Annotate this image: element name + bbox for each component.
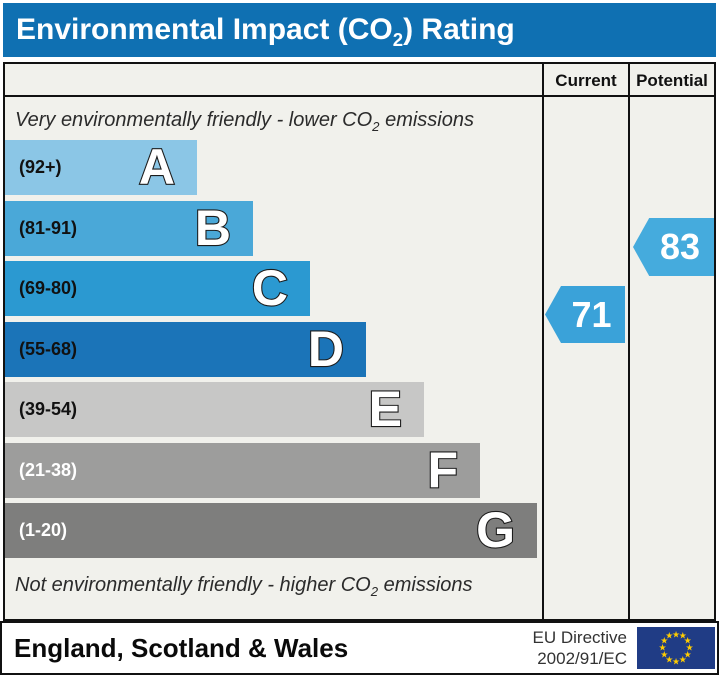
eu-star-icon: ★ xyxy=(683,649,692,660)
band-e-letter: E xyxy=(368,380,404,437)
band-b-letter: B xyxy=(194,199,232,256)
band-b-range-label: (81-91) xyxy=(19,218,78,238)
chart-footer: England, Scotland & Wales EU Directive 2… xyxy=(0,621,719,675)
eu-star-icon: ★ xyxy=(678,654,687,665)
band-a-letter: A xyxy=(138,138,176,195)
chart-title-bar: Environmental Impact (CO2) Rating xyxy=(3,3,716,57)
band-a-range-label: (92+) xyxy=(19,157,62,177)
eu-star-icon: ★ xyxy=(660,649,669,660)
potential-column-divider xyxy=(628,64,630,619)
bottom-scale-note: Not environmentally friendly - higher CO… xyxy=(15,574,473,599)
current-rating-value: 71 xyxy=(571,294,612,335)
band-c-bar: (69-80) C xyxy=(5,259,310,317)
current-column-divider xyxy=(542,64,544,619)
eu-star-icon: ★ xyxy=(660,635,669,646)
potential-rating-value: 83 xyxy=(659,226,701,267)
band-a-bar: (92+) A xyxy=(5,138,197,196)
eu-star-icon: ★ xyxy=(665,630,674,641)
title-subscript: 2 xyxy=(392,29,404,50)
band-f-bar: (21-38) F xyxy=(5,441,480,499)
eu-flag-stars: ★ ★ ★ ★ ★ ★ ★ ★ ★ ★ ★ ★ xyxy=(637,627,715,669)
band-e-range-label: (39-54) xyxy=(19,399,78,419)
band-c-range-label: (69-80) xyxy=(19,278,78,298)
current-column-header: Current xyxy=(555,71,617,90)
band-e-bar: (39-54) E xyxy=(5,380,424,438)
band-g-bar: (1-20) G xyxy=(5,501,537,559)
band-d-bar: (55-68) D xyxy=(5,320,366,378)
band-d-letter: D xyxy=(307,320,345,377)
current-rating-arrow: 71 xyxy=(545,286,625,343)
band-f-letter: F xyxy=(426,441,459,498)
band-b-bar: (81-91) B xyxy=(5,199,253,257)
table-header-row: Current Potential xyxy=(5,64,714,97)
potential-rating-arrow: 83 xyxy=(633,218,714,276)
eu-star-icon: ★ xyxy=(685,642,694,653)
band-c-letter: C xyxy=(251,259,289,316)
band-g-range-label: (1-20) xyxy=(19,520,68,540)
eu-star-icon: ★ xyxy=(665,654,674,665)
chart-title: Environmental Impact (CO2) Rating xyxy=(16,13,515,50)
region-label: England, Scotland & Wales xyxy=(14,633,349,663)
band-f-range-label: (21-38) xyxy=(19,460,78,480)
eu-star-icon: ★ xyxy=(683,635,692,646)
rating-table: Current Potential Very environmentally f… xyxy=(3,62,716,621)
eu-star-icon: ★ xyxy=(671,656,681,666)
eu-star-icon: ★ xyxy=(671,629,681,639)
band-g-letter: G xyxy=(475,501,516,558)
eu-star-icon: ★ xyxy=(678,630,687,641)
top-scale-note: Very environmentally friendly - lower CO… xyxy=(15,109,474,134)
eu-directive-label: EU Directive 2002/91/EC xyxy=(532,628,627,668)
eu-star-icon: ★ xyxy=(658,642,667,653)
potential-column-header: Potential xyxy=(636,71,708,90)
band-d-range-label: (55-68) xyxy=(19,339,78,359)
